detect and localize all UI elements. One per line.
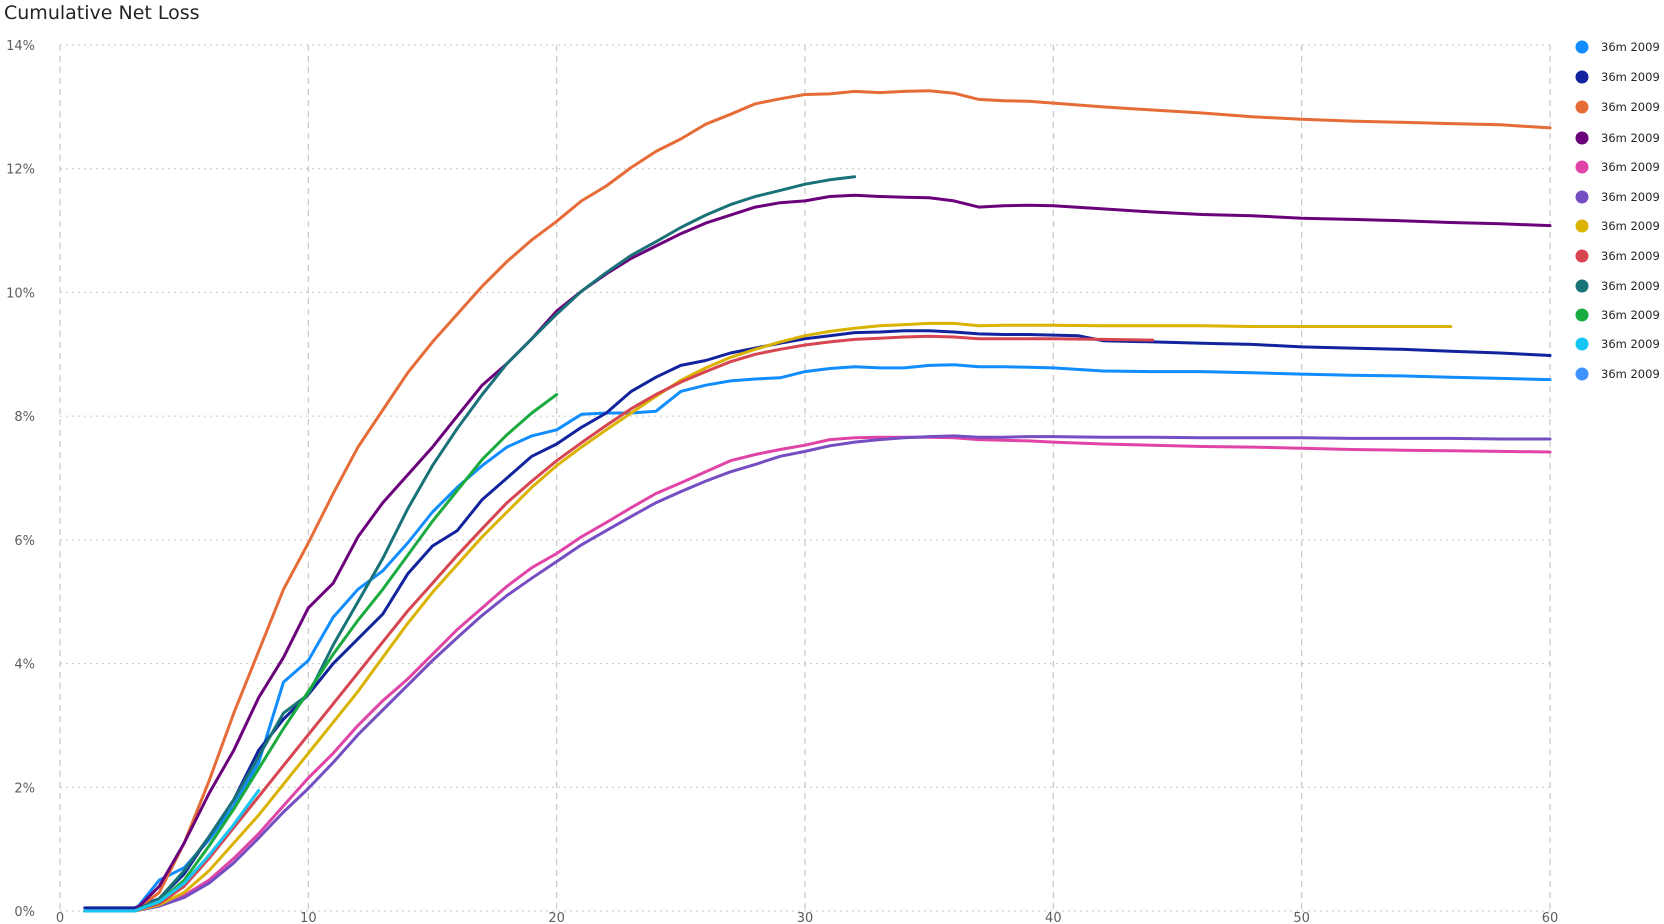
legend-label[interactable]: 36m 2009 bbox=[1601, 367, 1660, 381]
y-tick-label: 6% bbox=[14, 534, 35, 549]
legend-marker[interactable] bbox=[1575, 160, 1589, 174]
x-tick-label: 10 bbox=[300, 911, 317, 924]
legend-label[interactable]: 36m 2009 bbox=[1601, 190, 1660, 204]
legend-label[interactable]: 36m 2009 bbox=[1601, 279, 1660, 293]
legend-marker[interactable] bbox=[1575, 308, 1589, 322]
legend-label[interactable]: 36m 2009 bbox=[1601, 219, 1660, 233]
x-tick-label: 60 bbox=[1542, 911, 1559, 924]
legend: 36m 2009 36m 2009 36m 2009 36m 2009 36m 2009… bbox=[1575, 40, 1660, 381]
axis-tick-labels: 0% 2% 4% 6% 8% 10% 12% 14% 0 10 20 30 40 50 60 bbox=[6, 39, 1558, 924]
legend-marker[interactable] bbox=[1575, 249, 1589, 263]
series-line-5[interactable] bbox=[83, 435, 1552, 913]
series-line-11[interactable] bbox=[83, 788, 261, 913]
legend-label[interactable]: 36m 2009 bbox=[1601, 249, 1660, 263]
y-tick-label: 4% bbox=[14, 658, 35, 673]
y-tick-label: 0% bbox=[14, 905, 35, 920]
series-line-10[interactable] bbox=[83, 393, 559, 913]
series-line-7[interactable] bbox=[83, 321, 1453, 913]
y-tick-label: 10% bbox=[6, 286, 35, 301]
x-tick-label: 0 bbox=[56, 911, 64, 924]
series-line-8[interactable] bbox=[83, 334, 1155, 913]
legend-marker[interactable] bbox=[1575, 367, 1589, 381]
legend-marker[interactable] bbox=[1575, 190, 1589, 204]
legend-marker[interactable] bbox=[1575, 337, 1589, 351]
x-tick-label: 40 bbox=[1045, 911, 1062, 924]
series-line-4[interactable] bbox=[83, 193, 1552, 913]
legend-label[interactable]: 36m 2009 bbox=[1601, 308, 1660, 322]
series-line-2[interactable] bbox=[83, 329, 1552, 910]
y-tick-label: 8% bbox=[14, 410, 35, 425]
legend-marker[interactable] bbox=[1575, 131, 1589, 145]
legend-marker[interactable] bbox=[1575, 100, 1589, 114]
legend-label[interactable]: 36m 2009 bbox=[1601, 100, 1660, 114]
legend-marker[interactable] bbox=[1575, 40, 1589, 54]
y-tick-label: 14% bbox=[6, 39, 35, 54]
series-line-1[interactable] bbox=[83, 363, 1552, 913]
legend-label[interactable]: 36m 2009 bbox=[1601, 70, 1660, 84]
y-tick-label: 12% bbox=[6, 163, 35, 178]
y-tick-label: 2% bbox=[14, 781, 35, 796]
legend-label[interactable]: 36m 2009 bbox=[1601, 40, 1660, 54]
series-line-3[interactable] bbox=[83, 89, 1552, 913]
x-tick-label: 30 bbox=[797, 911, 814, 924]
gridlines bbox=[59, 44, 1551, 912]
series-lines bbox=[83, 89, 1552, 913]
legend-label[interactable]: 36m 2009 bbox=[1601, 160, 1660, 174]
x-tick-label: 20 bbox=[548, 911, 565, 924]
legend-marker[interactable] bbox=[1575, 70, 1589, 84]
legend-label[interactable]: 36m 2009 bbox=[1601, 131, 1660, 145]
chart-title: Cumulative Net Loss bbox=[4, 2, 200, 24]
legend-marker[interactable] bbox=[1575, 219, 1589, 233]
x-tick-label: 50 bbox=[1293, 911, 1310, 924]
legend-marker[interactable] bbox=[1575, 279, 1589, 293]
series-line-6[interactable] bbox=[83, 434, 1552, 913]
legend-label[interactable]: 36m 2009 bbox=[1601, 337, 1660, 351]
series-line-9[interactable] bbox=[83, 175, 857, 913]
